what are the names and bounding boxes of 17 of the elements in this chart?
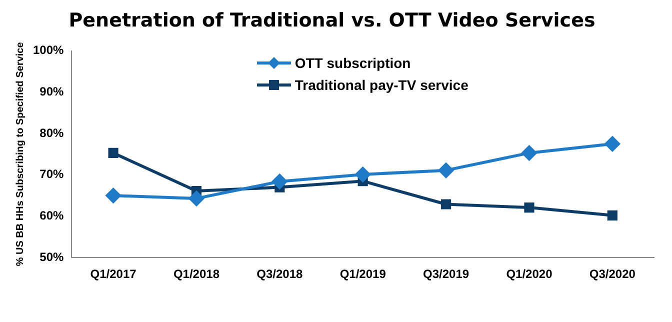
y-tick-label: 100%	[32, 43, 64, 58]
y-tick-label: 70%	[40, 167, 64, 182]
x-tick-label: Q1/2020	[506, 267, 553, 282]
x-tick-label: Q1/2018	[173, 267, 220, 282]
legend-label: Traditional pay-TV service	[294, 76, 468, 93]
y-axis-title: % US BB HHs Subscribing to Specified Service	[14, 42, 26, 266]
y-tick-label: 60%	[40, 208, 64, 223]
x-tick-label: Q1/2019	[340, 267, 386, 282]
legend-label: OTT subscription	[294, 54, 411, 71]
y-tick-label: 50%	[40, 250, 64, 264]
y-tick-label: 90%	[40, 84, 64, 98]
x-tick-label: Q1/2017	[90, 267, 137, 282]
x-tick-label: Q3/2019	[423, 267, 470, 282]
x-tick-label: Q3/2018	[256, 267, 303, 282]
x-tick-label: Q3/2020	[589, 267, 636, 282]
chart-title: Penetration of Traditional vs. OTT Video Services	[68, 9, 596, 32]
y-tick-label: 80%	[40, 126, 64, 140]
